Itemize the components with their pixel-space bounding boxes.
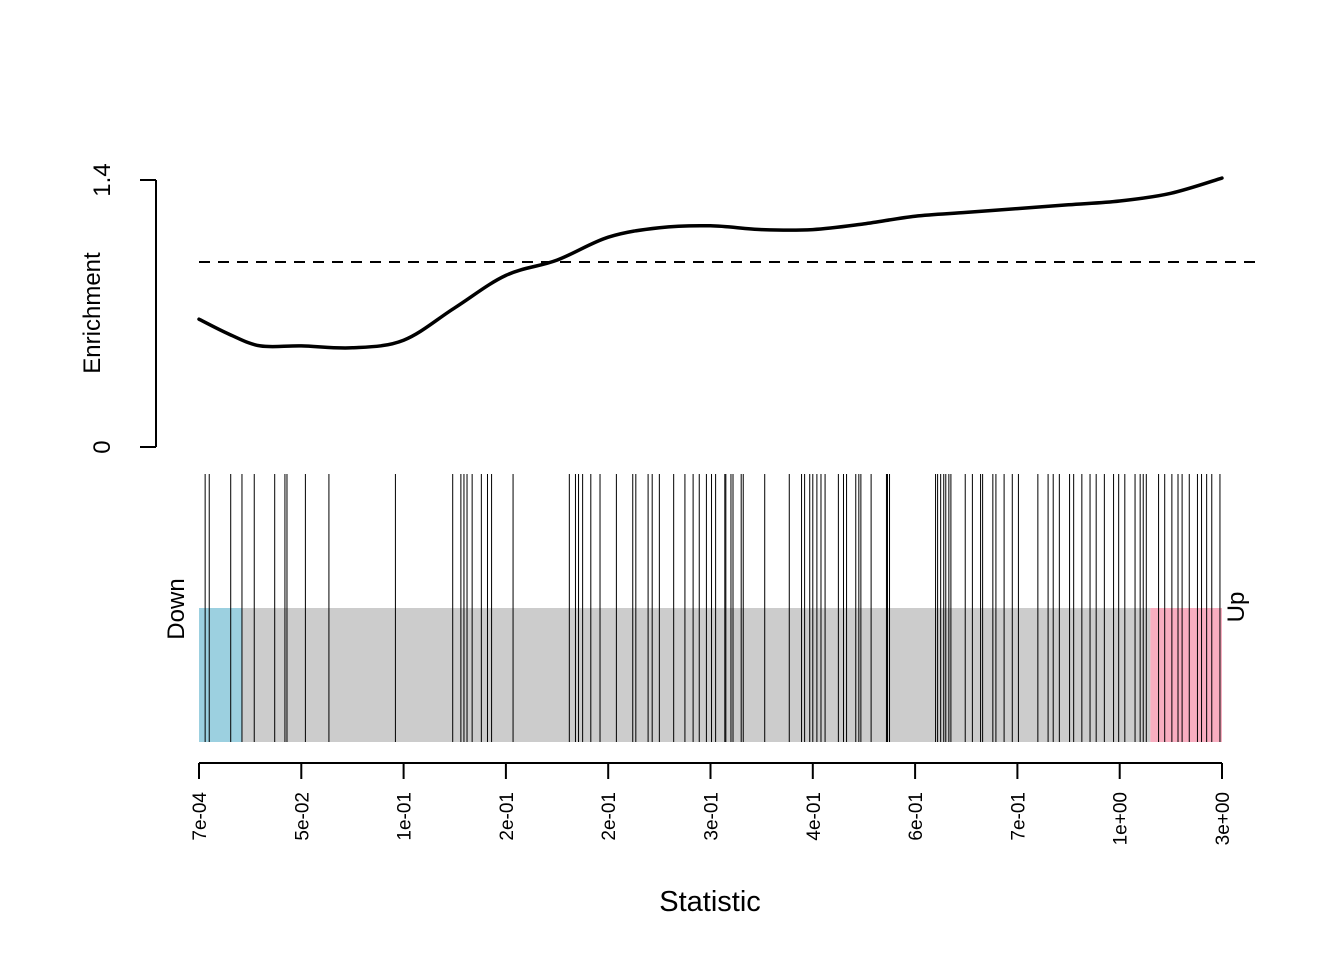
barcode-lines bbox=[204, 474, 1221, 742]
y-tick-label: 1.4 bbox=[89, 163, 116, 196]
up-label: Up bbox=[1223, 592, 1250, 623]
x-axis-label: Statistic bbox=[659, 886, 761, 918]
x-tick-label: 2e-01 bbox=[497, 792, 518, 841]
down-region bbox=[199, 608, 242, 742]
enrichment-curve bbox=[197, 176, 1224, 350]
x-tick-label: 4e-01 bbox=[804, 792, 825, 841]
middle-region bbox=[241, 608, 1151, 742]
x-tick-label: 5e-02 bbox=[292, 792, 313, 841]
x-tick-label: 2e-01 bbox=[599, 792, 620, 841]
x-axis: 7e-04 5e-02 1e-01 2e-01 2e-01 3e-01 4e-01 6e-01… bbox=[190, 762, 1234, 918]
up-region bbox=[1150, 608, 1222, 742]
x-tick-label: 3e+00 bbox=[1213, 792, 1234, 845]
x-tick-label: 1e-01 bbox=[395, 792, 416, 841]
x-tick-label: 7e-04 bbox=[190, 792, 211, 841]
x-tick-label: 6e-01 bbox=[906, 792, 927, 841]
barcode-panel: Down Up bbox=[163, 474, 1250, 742]
y-ticks: 01.4 bbox=[89, 163, 156, 454]
x-tick-label: 3e-01 bbox=[702, 792, 723, 841]
y-axis-label: Enrichment bbox=[79, 252, 106, 374]
enrichment-panel: 01.4 Enrichment bbox=[79, 163, 1258, 454]
x-ticks: 7e-04 5e-02 1e-01 2e-01 2e-01 3e-01 4e-01 6e-01… bbox=[190, 763, 1234, 845]
y-tick-label: 0 bbox=[89, 440, 116, 453]
x-tick-label: 7e-01 bbox=[1008, 792, 1029, 841]
x-tick-label: 1e+00 bbox=[1111, 792, 1132, 845]
down-label: Down bbox=[163, 578, 190, 639]
